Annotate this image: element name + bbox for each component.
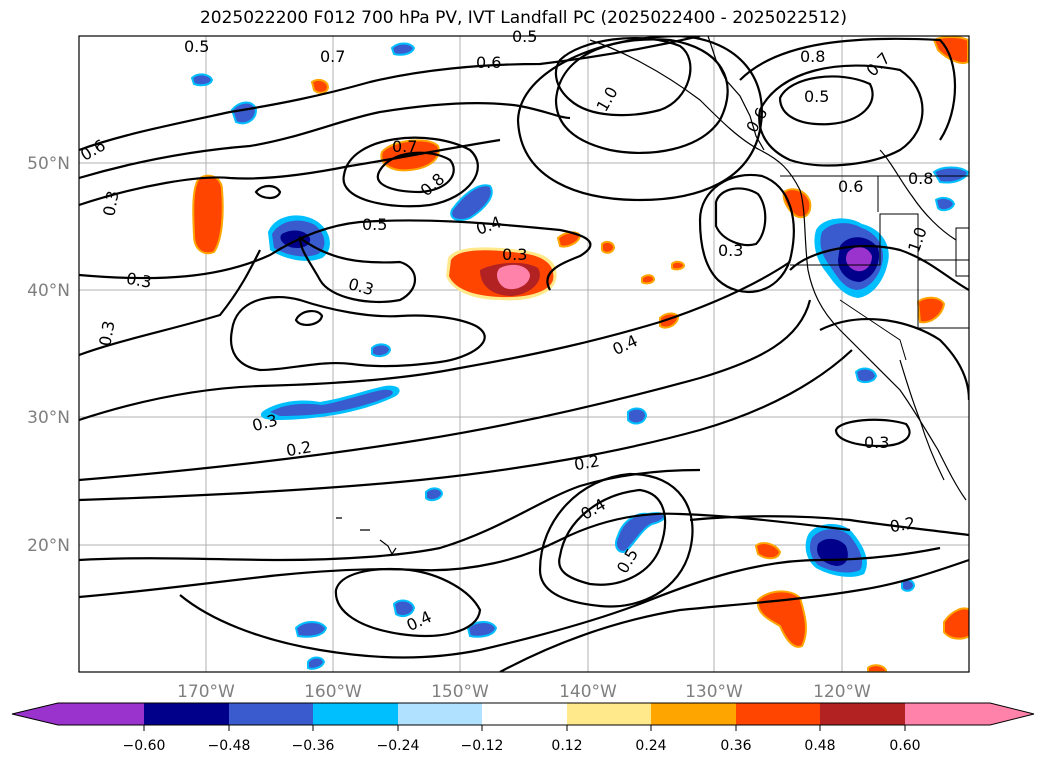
colorbar-tick: −0.60 (123, 738, 166, 754)
ivt-contours (79, 36, 969, 672)
lon-tick-label: 160°W (304, 682, 362, 702)
colorbar-tick: 0.24 (635, 738, 666, 754)
contour-label: 0.7 (320, 47, 345, 66)
colorbar-swatch (229, 703, 313, 725)
map-frame (78, 35, 970, 673)
gridlines (79, 36, 969, 672)
lon-tick-label: 150°W (431, 682, 489, 702)
colorbar-swatch (651, 703, 736, 725)
lon-tick-label: 130°W (685, 682, 743, 702)
lon-tick-label: 140°W (559, 682, 617, 702)
colorbar-tick: 0.12 (551, 738, 582, 754)
contour-label: 0.8 (800, 47, 825, 66)
colorbar-swatch (398, 703, 482, 725)
contour-label: 0.8 (908, 169, 933, 188)
lon-tick-label: 170°W (177, 682, 235, 702)
contour-label: 0.2 (573, 451, 601, 474)
colorbar-tick: −0.24 (377, 738, 420, 754)
contour-label: 0.5 (362, 215, 387, 234)
state-borders (780, 175, 969, 361)
colorbar-swatch (144, 703, 229, 725)
lat-tick-label: 30°N (27, 408, 70, 428)
contour-label: 0.5 (184, 37, 209, 56)
colorbar-swatch (313, 703, 398, 725)
colorbar-tick: 0.48 (804, 738, 835, 754)
contour-label: 0.3 (864, 433, 889, 452)
colorbar-swatch (905, 703, 1034, 725)
colorbar-tick: −0.36 (292, 738, 335, 754)
lat-tick-label: 40°N (27, 281, 70, 301)
contour-label: 0.3 (99, 189, 122, 217)
contour-label: 0.5 (804, 87, 829, 106)
longitude-ticks: 170°W 160°W 150°W 140°W 130°W 120°W (177, 682, 871, 702)
colorbar-swatch (482, 703, 567, 725)
contour-label: 0.6 (838, 177, 863, 196)
contour-label: 0.7 (392, 137, 417, 156)
contour-label: 0.2 (285, 437, 313, 460)
contour-label: 0.3 (125, 269, 153, 292)
colorbar: −0.60 −0.48 −0.36 −0.24 −0.12 0.12 0.24 … (11, 702, 1035, 754)
colorbar-swatch (736, 703, 820, 725)
contour-label: 0.3 (95, 319, 118, 347)
colorbar-tick: 0.60 (889, 738, 920, 754)
colorbar-swatch (12, 703, 144, 725)
contour-label: 0.3 (502, 245, 527, 264)
lat-tick-label: 50°N (27, 154, 70, 174)
colorbar-tick: −0.12 (461, 738, 504, 754)
colorbar-swatch (820, 703, 905, 725)
latitude-ticks: 50°N 40°N 30°N 20°N (27, 154, 70, 556)
map-title: 2025022200 F012 700 hPa PV, IVT Landfall… (199, 8, 847, 28)
contour-label: 0.2 (888, 513, 916, 536)
lon-tick-label: 120°W (813, 682, 871, 702)
map-area (79, 36, 969, 672)
contour-label: 0.3 (718, 241, 743, 260)
contour-label: 0.6 (476, 53, 501, 72)
lat-tick-label: 20°N (27, 536, 70, 556)
colorbar-swatch (567, 703, 651, 725)
colorbar-tick: 0.36 (720, 738, 751, 754)
colorbar-tick: −0.48 (208, 738, 251, 754)
